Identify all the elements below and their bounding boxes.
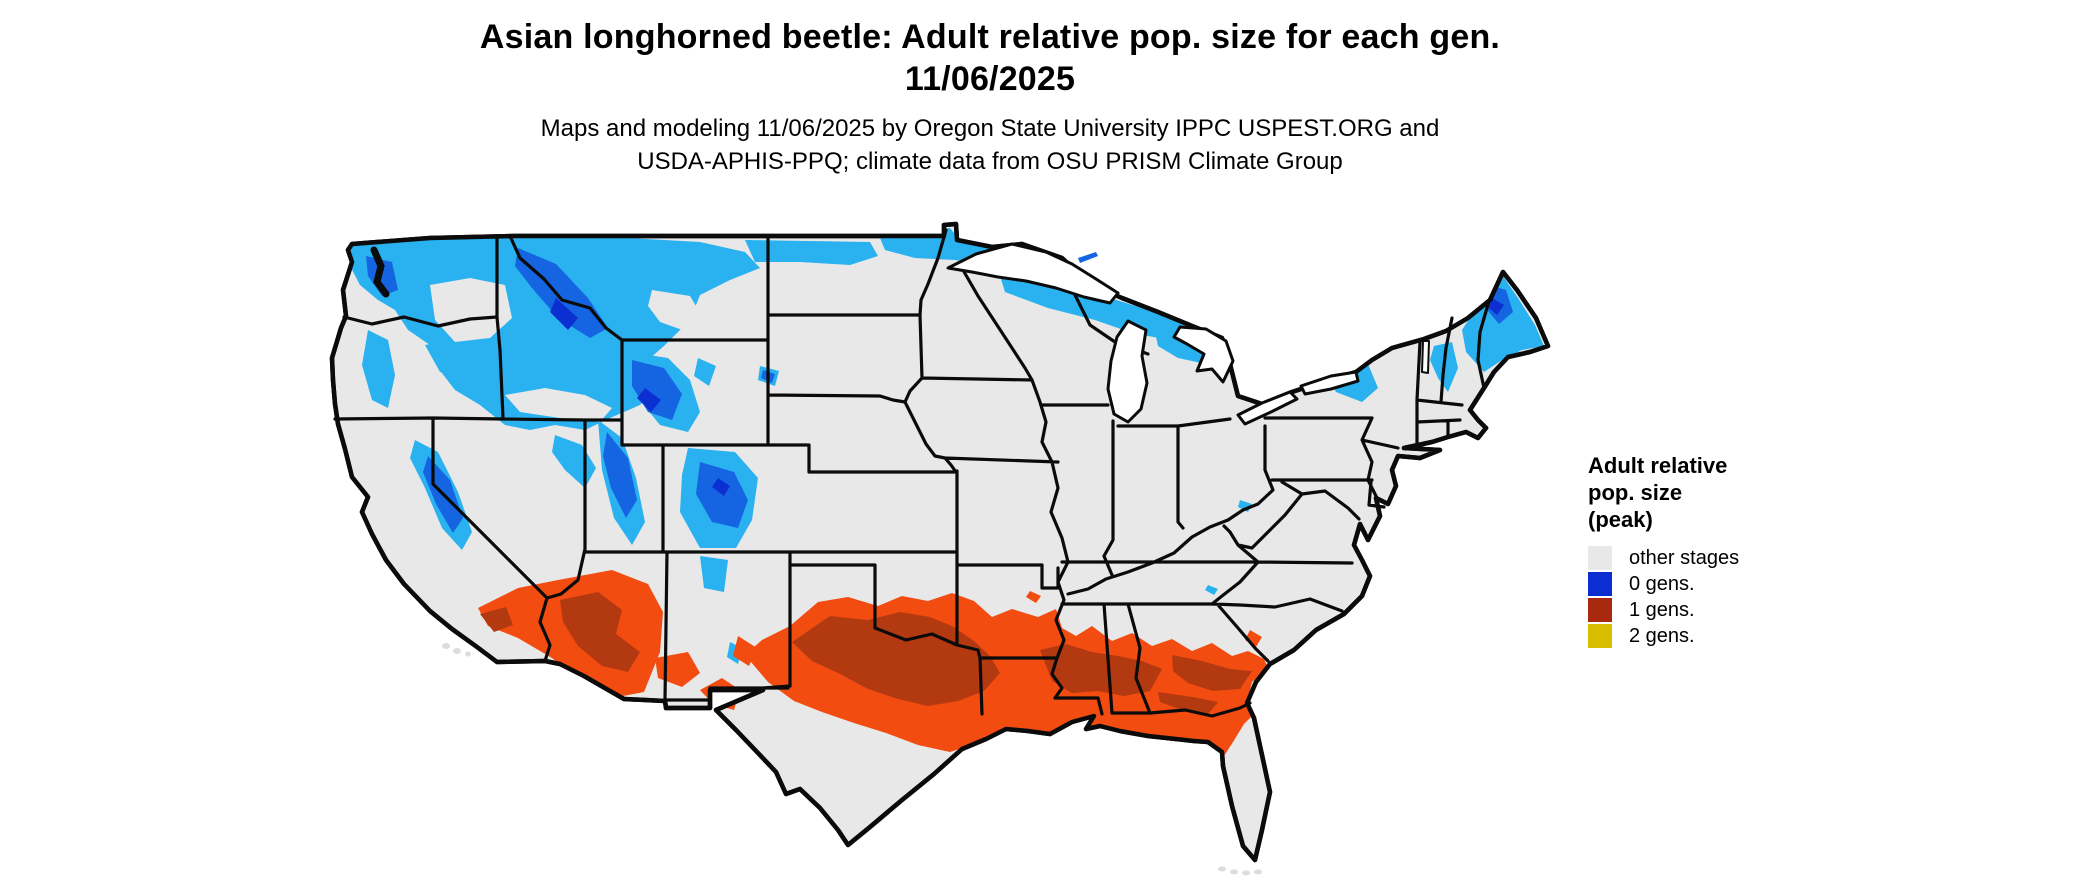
lake-erie xyxy=(1236,390,1299,426)
legend-title-line-3: (peak) xyxy=(1588,507,1653,532)
legend-label-0-gens: 0 gens. xyxy=(1629,572,1695,595)
lake-ontario xyxy=(1299,370,1360,396)
channel-island xyxy=(453,648,461,654)
state-borders xyxy=(333,228,1491,718)
isle-royale xyxy=(1078,252,1098,263)
legend-swatch-other-stages xyxy=(1588,546,1612,570)
subtitle-line-1: Maps and modeling 11/06/2025 by Oregon S… xyxy=(540,115,1440,142)
lake-superior xyxy=(946,242,1120,305)
small-features xyxy=(370,246,1262,876)
florida-key xyxy=(1242,870,1250,876)
legend-items: other stages 0 gens. 1 gens. 2 gens. xyxy=(1588,545,1808,649)
legend-row-other-stages: other stages xyxy=(1588,545,1808,571)
title-line-2: 11/06/2025 xyxy=(904,60,1076,98)
region-0gens-dark xyxy=(550,298,1504,496)
legend-label-2-gens: 2 gens. xyxy=(1629,624,1695,647)
title-line-1: Asian longhorned beetle: Adult relative … xyxy=(479,18,1501,56)
generation-regions xyxy=(348,228,1544,756)
florida-key xyxy=(1230,869,1238,875)
lake-huron xyxy=(1172,325,1235,384)
legend-row-2-gens: 2 gens. xyxy=(1588,623,1808,649)
subtitle: Maps and modeling 11/06/2025 by Oregon S… xyxy=(0,112,1980,178)
lake-champlain xyxy=(1421,340,1430,374)
legend-swatch-0-gens xyxy=(1588,572,1612,596)
subtitle-line-2: USDA-APHIS-PPQ; climate data from OSU PR… xyxy=(637,148,1343,175)
legend-label-1-gens: 1 gens. xyxy=(1629,598,1695,621)
florida-key xyxy=(1254,869,1262,875)
channel-island xyxy=(465,651,471,657)
legend-row-1-gens: 1 gens. xyxy=(1588,597,1808,623)
gray-basin-holes xyxy=(430,278,702,422)
puget-sound xyxy=(370,246,390,298)
channel-island xyxy=(442,643,450,649)
region-1gens-darkred xyxy=(480,592,1252,714)
legend-swatch-2-gens xyxy=(1588,624,1612,648)
legend-title-line-2: pop. size xyxy=(1588,480,1683,505)
legend-row-0-gens: 0 gens. xyxy=(1588,571,1808,597)
great-lakes xyxy=(946,242,1430,426)
legend-swatch-1-gens xyxy=(1588,598,1612,622)
legend: Adult relative pop. size (peak) other st… xyxy=(1588,452,1808,649)
florida-key xyxy=(1218,866,1226,872)
legend-title-line-1: Adult relative xyxy=(1588,453,1728,478)
page-title: Asian longhorned beetle: Adult relative … xyxy=(0,16,1980,100)
lake-michigan xyxy=(1106,319,1149,424)
legend-label-other-stages: other stages xyxy=(1629,546,1740,569)
